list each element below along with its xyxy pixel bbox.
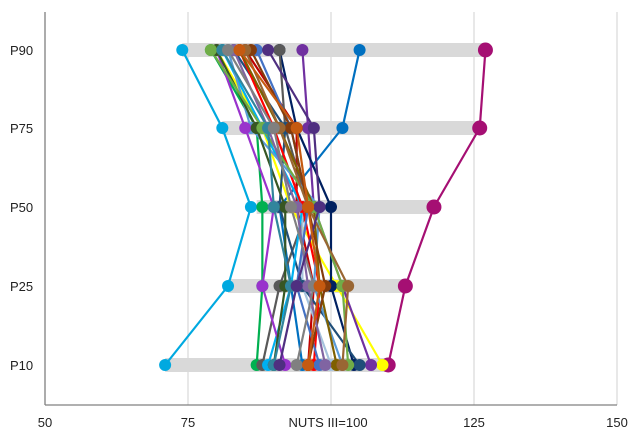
data-point (376, 359, 389, 371)
x-tick-label: 150 (606, 415, 628, 430)
data-point (336, 122, 349, 134)
data-point (204, 44, 217, 56)
y-tick-label: P10 (10, 358, 33, 373)
data-point (353, 359, 366, 371)
x-tick-label: 50 (38, 415, 52, 430)
data-point (307, 122, 320, 134)
data-point (313, 201, 326, 213)
data-point (426, 199, 442, 215)
x-tick-label: 125 (463, 415, 485, 430)
data-point (244, 201, 257, 213)
x-tick-label: 75 (181, 415, 195, 430)
data-point (256, 280, 269, 292)
data-point (222, 280, 235, 292)
data-points (159, 42, 493, 373)
data-point (302, 359, 315, 371)
data-point (267, 122, 280, 134)
data-point (325, 201, 337, 213)
data-point (256, 201, 269, 213)
data-point (472, 120, 488, 136)
y-tick-label: P75 (10, 121, 33, 136)
data-point (290, 280, 303, 292)
data-point (319, 359, 332, 371)
data-point (302, 201, 315, 213)
data-point (273, 359, 286, 371)
data-point (222, 44, 235, 56)
tick-labels: P10 P25 P50 P75 P90 50 75 125 150 (10, 43, 628, 430)
data-point (284, 201, 297, 213)
data-point (273, 44, 286, 56)
data-point (365, 359, 378, 371)
data-point (176, 44, 189, 56)
data-point (233, 44, 246, 56)
data-point (477, 42, 493, 58)
data-point (216, 122, 229, 134)
data-point (353, 44, 366, 56)
data-point (267, 201, 280, 213)
data-point (313, 280, 326, 292)
y-tick-label: P90 (10, 43, 33, 58)
data-point (342, 280, 355, 292)
x-axis-label: NUTS III=100 (288, 415, 367, 430)
data-point (296, 44, 309, 56)
data-point (336, 359, 349, 371)
data-point (262, 44, 275, 56)
data-point (290, 359, 303, 371)
axes (44, 12, 617, 406)
data-point (290, 122, 303, 134)
data-point (239, 122, 252, 134)
y-tick-label: P25 (10, 279, 33, 294)
data-point (159, 359, 172, 371)
y-tick-label: P50 (10, 200, 33, 215)
data-point (397, 278, 413, 294)
